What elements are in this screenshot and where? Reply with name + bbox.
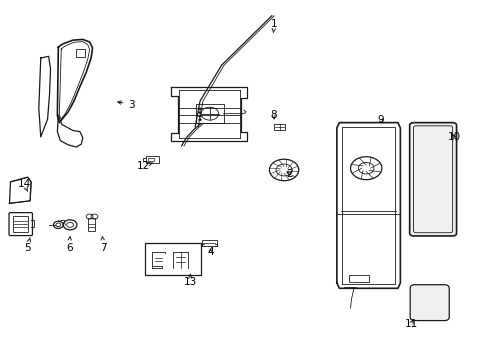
Text: 11: 11 (405, 319, 418, 329)
Text: 5: 5 (24, 238, 31, 253)
Text: 13: 13 (184, 274, 197, 287)
Text: 10: 10 (447, 132, 461, 142)
Text: 3: 3 (118, 100, 135, 110)
FancyBboxPatch shape (410, 285, 449, 320)
Circle shape (198, 112, 201, 114)
Bar (88, 219, 96, 231)
Circle shape (198, 108, 201, 110)
Bar (148, 158, 154, 161)
FancyBboxPatch shape (410, 123, 457, 236)
Bar (145, 243, 201, 275)
Circle shape (198, 115, 201, 117)
Bar (196, 104, 223, 123)
Bar (13, 216, 28, 232)
FancyBboxPatch shape (9, 213, 32, 235)
Text: 9: 9 (377, 115, 384, 125)
Bar (147, 156, 159, 163)
Bar (349, 275, 368, 282)
Text: 12: 12 (137, 161, 153, 171)
Text: 14: 14 (18, 179, 31, 192)
Text: 7: 7 (100, 237, 107, 253)
Text: 8: 8 (270, 111, 277, 121)
Bar (274, 124, 285, 130)
Text: 6: 6 (66, 237, 73, 253)
Bar (76, 49, 85, 57)
Circle shape (198, 119, 201, 121)
Bar (202, 240, 217, 246)
Text: 2: 2 (287, 168, 293, 179)
Text: 4: 4 (207, 247, 214, 257)
Text: 1: 1 (271, 19, 278, 32)
